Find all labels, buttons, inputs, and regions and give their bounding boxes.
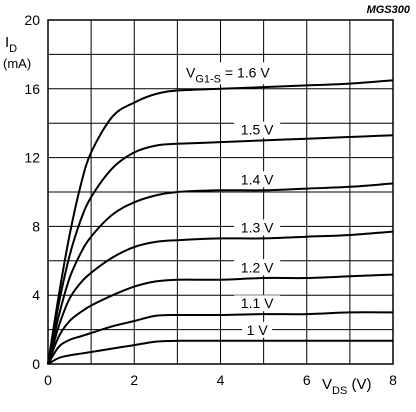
series-label: 1.4 V — [241, 171, 274, 187]
y-tick-label: 16 — [24, 81, 40, 97]
y-tick-label: 20 — [24, 12, 40, 28]
y-tick-label: 12 — [24, 150, 40, 166]
series-lines — [47, 79, 394, 365]
x-tick-label: 6 — [303, 372, 311, 388]
series-label-background — [242, 321, 273, 338]
x-axis-label-main: V — [322, 376, 332, 393]
y-tick-label: 4 — [32, 287, 40, 303]
y-tick-label: 8 — [32, 218, 40, 234]
series-line — [47, 230, 394, 365]
figure-code-label: MGS300 — [367, 4, 411, 16]
plot-frame — [47, 19, 394, 365]
series-line — [47, 273, 394, 365]
series-label-background — [182, 62, 278, 85]
grid-lines — [48, 20, 393, 364]
series-label: 1.5 V — [241, 122, 274, 138]
y-axis-unit: (mA) — [3, 56, 31, 71]
series-label: 1 V — [247, 322, 269, 338]
y-axis-label: ID — [5, 34, 17, 55]
x-tick-label: 2 — [130, 372, 138, 388]
series-label: 1.1 V — [241, 295, 274, 311]
plot-border — [47, 19, 394, 365]
series-label-background — [234, 121, 281, 138]
series-label: 1.2 V — [241, 259, 274, 275]
x-axis-tick-labels: 0 2 4 6 8 — [44, 372, 397, 388]
series-label: VG1-S = 1.6 V — [186, 64, 270, 85]
y-axis-label-subscript: D — [9, 43, 17, 55]
y-axis-label-main: I — [5, 34, 9, 51]
series-line — [47, 182, 394, 365]
series-line — [47, 311, 394, 365]
series-line — [47, 339, 393, 365]
x-tick-label: 8 — [389, 372, 397, 388]
series-label-background — [234, 295, 281, 312]
series-label: 1.3 V — [241, 219, 274, 235]
series-label-subscript: G1-S — [195, 73, 221, 85]
x-axis-label-unit: (V) — [347, 376, 371, 393]
series-labels: VG1-S = 1.6 V 1.5 V 1.4 V 1.3 V 1.2 V 1.1 V 1 … — [182, 62, 281, 338]
series-label-main: V — [186, 64, 196, 80]
x-axis-label-subscript: DS — [332, 385, 347, 397]
series-label-background — [234, 219, 281, 236]
series-label-value: = 1.6 V — [221, 64, 270, 80]
y-axis-tick-labels: 0 4 8 12 16 20 — [24, 12, 40, 372]
series-label-background — [234, 259, 281, 276]
x-axis-label: VDS (V) — [322, 376, 371, 397]
y-tick-label: 0 — [32, 356, 40, 372]
series-line — [47, 79, 394, 365]
series-line — [47, 134, 394, 365]
x-tick-label: 4 — [217, 372, 225, 388]
x-tick-label: 0 — [44, 372, 52, 388]
series-label-background — [234, 171, 281, 188]
